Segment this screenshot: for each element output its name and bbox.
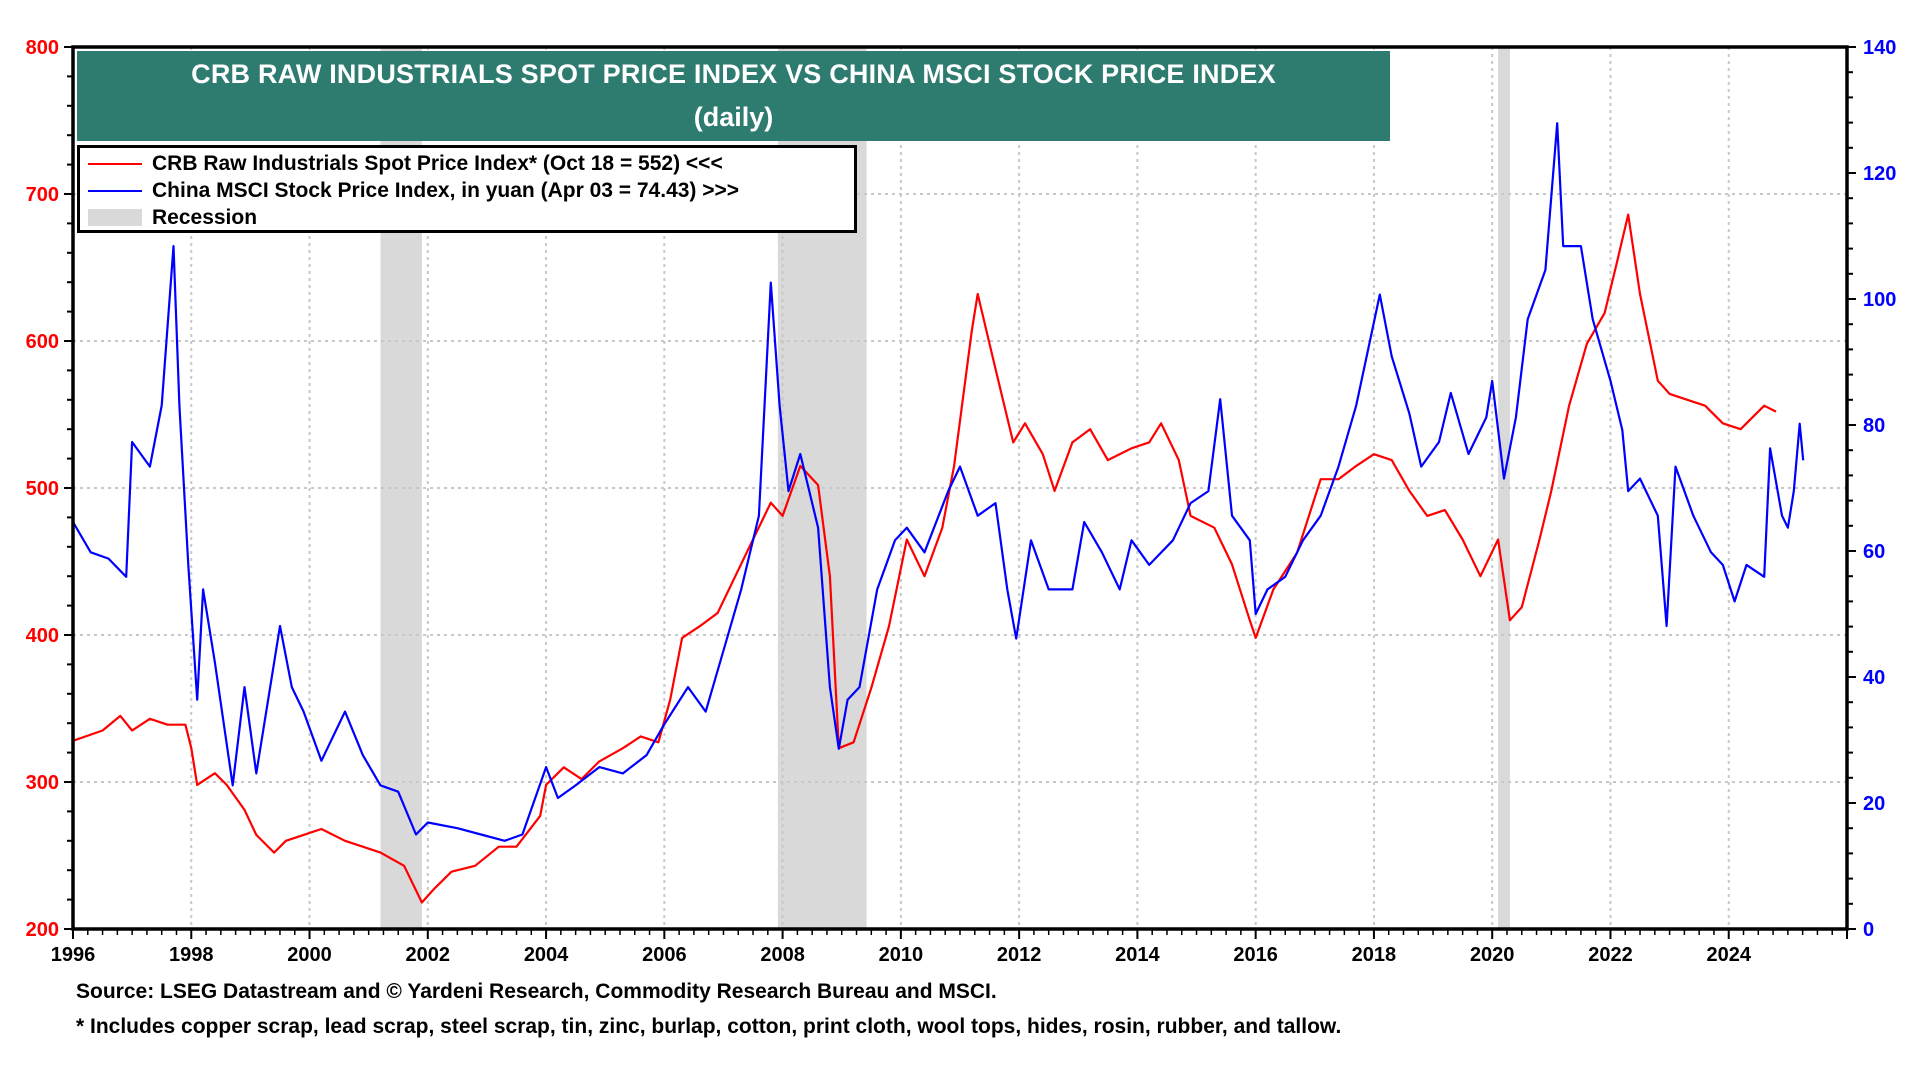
legend-item-msci: China MSCI Stock Price Index, in yuan (A…	[88, 177, 854, 204]
source-note: Source: LSEG Datastream and © Yardeni Re…	[76, 980, 997, 1003]
axis-layer: 200 300 400 500 600 700 800 0 20 40 60 80 100 120 140 1…	[26, 37, 1897, 966]
legend-swatch-recession	[88, 209, 142, 226]
x-axis-tick-label: 2022	[1588, 944, 1633, 966]
left-axis-tick-label: 600	[26, 331, 59, 353]
x-axis-tick-label: 2004	[524, 944, 569, 966]
x-axis-tick-label: 1998	[169, 944, 214, 966]
legend-item-crb: CRB Raw Industrials Spot Price Index* (O…	[88, 150, 854, 177]
x-axis-tick-label: 2016	[1233, 944, 1278, 966]
right-axis-tick-label: 20	[1863, 793, 1885, 815]
left-axis-tick-label: 700	[26, 184, 59, 206]
left-axis-tick-label: 200	[26, 919, 59, 941]
x-axis-tick-label: 2000	[287, 944, 332, 966]
series-layer	[72, 122, 1805, 904]
x-axis-tick-label: 2012	[997, 944, 1042, 966]
left-axis-tick-label: 500	[26, 478, 59, 500]
right-axis-tick-label: 0	[1863, 919, 1874, 941]
recession-band	[1498, 47, 1510, 929]
legend-swatch-msci	[88, 189, 142, 192]
right-axis-tick-label: 40	[1863, 667, 1885, 689]
right-axis-tick-label: 100	[1863, 289, 1896, 311]
legend-item-recession: Recession	[88, 204, 854, 231]
series-line-msci	[72, 122, 1805, 842]
x-axis-tick-label: 2020	[1470, 944, 1515, 966]
left-axis-tick-label: 300	[26, 772, 59, 794]
legend-label-msci: China MSCI Stock Price Index, in yuan (A…	[152, 178, 740, 202]
legend-label-crb: CRB Raw Industrials Spot Price Index* (O…	[152, 151, 723, 175]
x-axis-tick-label: 2024	[1706, 944, 1751, 966]
legend-swatch-crb	[88, 162, 142, 165]
chart-title-box: CRB RAW INDUSTRIALS SPOT PRICE INDEX VS …	[77, 51, 1390, 141]
x-axis-tick-label: 2014	[1115, 944, 1160, 966]
x-axis-tick-label: 1996	[51, 944, 96, 966]
legend: CRB Raw Industrials Spot Price Index* (O…	[77, 145, 857, 233]
x-axis-tick-label: 2008	[760, 944, 805, 966]
x-axis-tick-label: 2006	[642, 944, 687, 966]
right-axis-tick-label: 140	[1863, 37, 1896, 59]
x-axis-tick-label: 2002	[406, 944, 451, 966]
right-axis-tick-label: 80	[1863, 415, 1885, 437]
x-axis-tick-label: 2010	[879, 944, 924, 966]
components-footnote: * Includes copper scrap, lead scrap, ste…	[76, 1015, 1342, 1038]
left-axis-tick-label: 400	[26, 625, 59, 647]
right-axis-tick-label: 120	[1863, 163, 1896, 185]
left-axis-tick-label: 800	[26, 37, 59, 59]
x-axis-tick-label: 2018	[1352, 944, 1397, 966]
chart-subtitle: (daily)	[693, 102, 774, 132]
right-axis-tick-label: 60	[1863, 541, 1885, 563]
legend-label-recession: Recession	[152, 205, 258, 229]
chart-title: CRB RAW INDUSTRIALS SPOT PRICE INDEX VS …	[191, 59, 1276, 89]
series-line-crb	[72, 213, 1777, 904]
